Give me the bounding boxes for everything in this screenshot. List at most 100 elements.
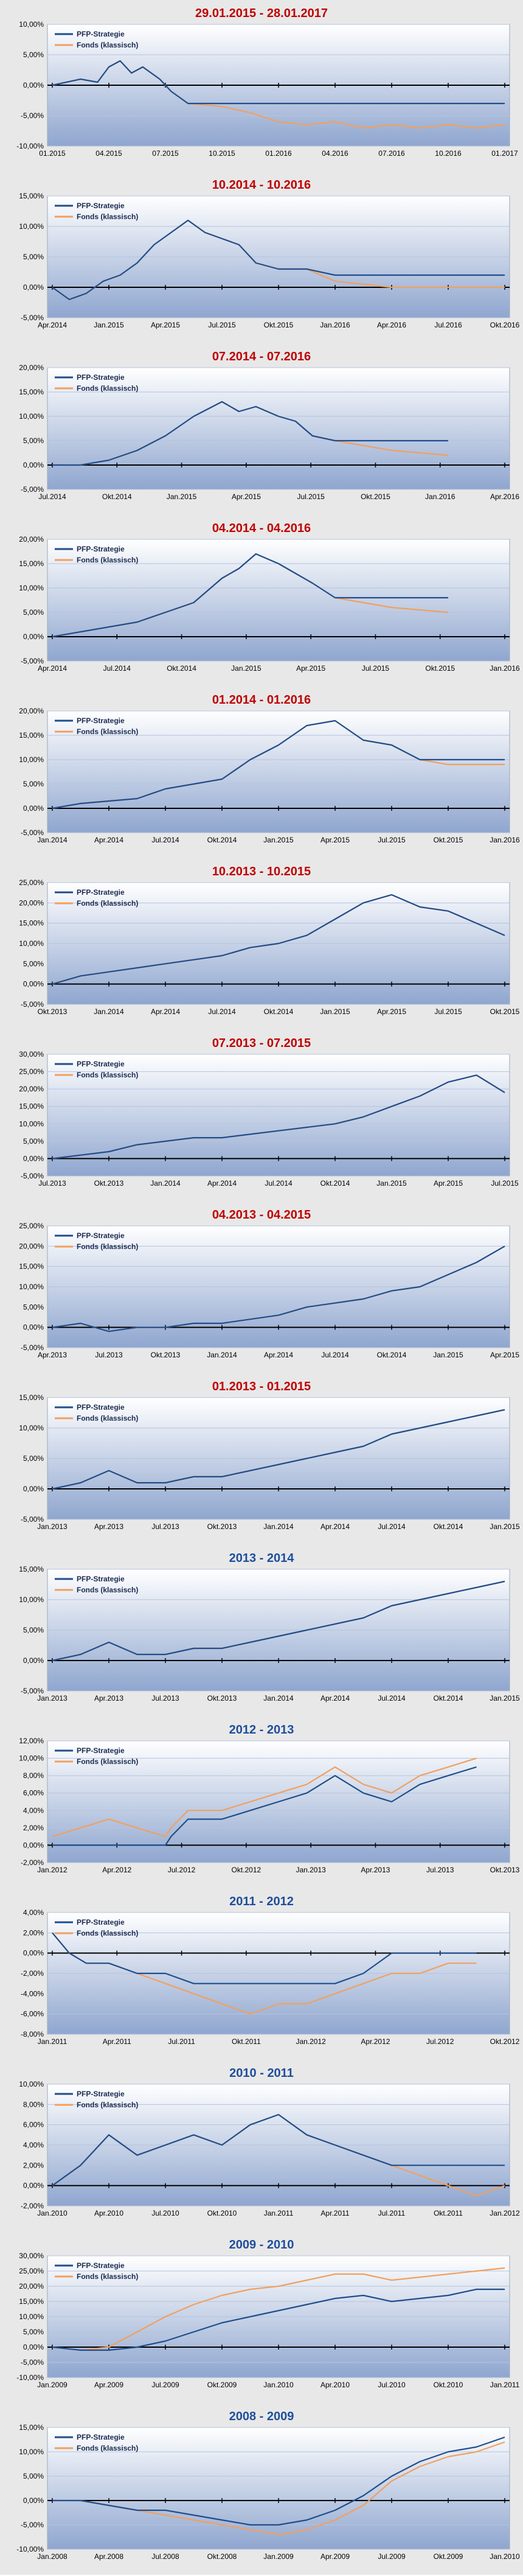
legend-entry-fund: Fonds (klassisch): [77, 1757, 138, 1766]
chart-panel: 10.2013 - 10.2015 25,00% 20,00% 15,00% 10,00…: [0, 858, 523, 1030]
x-tick-label: Apr.2016: [490, 492, 519, 501]
y-tick-label: 6,00%: [23, 2121, 44, 2129]
x-tick-label: Okt.2015: [434, 836, 463, 844]
y-tick-label: 4,00%: [23, 1908, 44, 1917]
x-tick-label: Okt.2014: [377, 1351, 407, 1359]
x-tick-label: Jan.2016: [425, 492, 455, 501]
y-tick-label: 10,00%: [19, 1119, 44, 1128]
x-tick-label: Jul.2011: [168, 2037, 195, 2046]
x-tick-label: Okt.2015: [361, 492, 390, 501]
y-tick-label: 0,00%: [23, 632, 44, 641]
x-tick-label: Apr.2009: [94, 2381, 123, 2389]
x-tick-label: Jan.2014: [150, 1179, 181, 1188]
y-tick-label: 25,00%: [19, 1068, 44, 1076]
y-tick-label: 20,00%: [19, 707, 44, 715]
x-tick-label: Jul.2015: [297, 492, 325, 501]
chart-panel: 2012 - 2013 12,00% 10,00% 8,00% 6,00% 4,00% 2,…: [0, 1717, 523, 1888]
series-line-strategy: [52, 2288, 505, 2351]
series-line-fund: [52, 1757, 477, 1838]
x-tick-label: Apr.2015: [232, 492, 261, 501]
x-tick-label: Jul.2012: [426, 2037, 454, 2046]
y-tick-label: 15,00%: [19, 388, 44, 396]
x-tick-label: Apr.2014: [38, 664, 67, 673]
chart-title: 04.2013 - 04.2015: [212, 1208, 311, 1222]
y-tick-label: 0,00%: [23, 461, 44, 469]
chart-panel: 01.2014 - 01.2016 20,00% 15,00% 10,00% 5,00%…: [0, 687, 523, 858]
x-tick-label: Jan.2016: [490, 664, 520, 673]
y-tick-label: 4,00%: [23, 2141, 44, 2149]
legend-entry-fund: Fonds (klassisch): [77, 1586, 138, 1594]
x-tick-label: Jul.2014: [151, 836, 179, 844]
legend-entry-fund: Fonds (klassisch): [77, 899, 138, 908]
x-tick-label: Apr.2015: [377, 1007, 406, 1016]
y-tick-label: 20,00%: [19, 363, 44, 372]
y-tick-label: 0,00%: [23, 1323, 44, 1332]
x-tick-label: Jul.2015: [491, 1179, 519, 1188]
y-tick-label: 30,00%: [19, 2252, 44, 2260]
legend-entry-strategy: PFP-Strategie: [77, 1403, 125, 1412]
x-tick-label: Okt.2009: [207, 2381, 237, 2389]
legend-entry-strategy: PFP-Strategie: [77, 716, 125, 725]
x-tick-label: Apr.2011: [103, 2037, 131, 2046]
x-tick-label: Jul.2014: [38, 492, 66, 501]
series-line-strategy: [52, 2113, 505, 2186]
legend-entry-fund: Fonds (klassisch): [77, 384, 138, 393]
legend-entry-fund: Fonds (klassisch): [77, 2101, 138, 2109]
y-tick-label: 10,00%: [19, 20, 44, 29]
x-tick-label: Apr.2012: [361, 2037, 390, 2046]
x-tick-label: 01.2017: [491, 149, 518, 158]
y-tick-label: 10,00%: [19, 939, 44, 948]
x-tick-label: Okt.2008: [207, 2552, 237, 2561]
x-tick-label: 07.2015: [152, 149, 179, 158]
x-tick-label: Jan.2013: [37, 1522, 68, 1531]
y-tick-label: 5,00%: [23, 253, 44, 261]
y-tick-label: 15,00%: [19, 2297, 44, 2306]
chart-title: 2008 - 2009: [229, 2410, 294, 2423]
x-tick-label: Jul.2015: [362, 664, 390, 673]
series-line-strategy: [52, 401, 448, 466]
x-tick-label: Apr.2014: [207, 1179, 237, 1188]
x-tick-label: Jan.2011: [490, 2381, 520, 2389]
legend-entry-strategy: PFP-Strategie: [77, 1575, 125, 1583]
chart-title: 29.01.2015 - 28.01.2017: [195, 7, 328, 20]
y-tick-label: -10,00%: [16, 2373, 44, 2382]
series-line-strategy: [52, 1409, 505, 1490]
y-tick-label: -5,00%: [21, 2358, 44, 2367]
y-tick-label: 0,00%: [23, 980, 44, 989]
y-tick-label: 5,00%: [23, 959, 44, 968]
x-tick-label: 04.2016: [322, 149, 348, 158]
x-tick-label: Okt.2015: [425, 664, 455, 673]
y-tick-label: 15,00%: [19, 731, 44, 740]
x-tick-label: Jul.2008: [151, 2552, 179, 2561]
x-tick-label: 01.2016: [265, 149, 292, 158]
y-tick-label: 15,00%: [19, 1565, 44, 1573]
chart-title: 2013 - 2014: [229, 1552, 295, 1565]
chart-panel: 10.2014 - 10.2016 15,00% 10,00% 5,00% 0,00% -…: [0, 172, 523, 343]
legend-entry-fund: Fonds (klassisch): [77, 1071, 138, 1079]
chart-panel: 04.2013 - 04.2015 25,00% 20,00% 15,00% 10,00…: [0, 1202, 523, 1373]
x-tick-label: Apr.2014: [320, 1522, 350, 1531]
legend-entry-fund: Fonds (klassisch): [77, 556, 138, 564]
legend-entry-strategy: PFP-Strategie: [77, 373, 125, 382]
y-tick-label: 5,00%: [23, 2472, 44, 2480]
legend-entry-fund: Fonds (klassisch): [77, 1929, 138, 1937]
y-tick-label: 10,00%: [19, 2448, 44, 2456]
x-tick-label: Okt.2012: [490, 2037, 520, 2046]
x-tick-label: Okt.2014: [167, 664, 196, 673]
plot-area: [47, 367, 510, 490]
y-tick-label: -5,00%: [21, 1343, 44, 1352]
series-line-strategy: [52, 1932, 477, 1984]
x-tick-label: Okt.2015: [490, 1007, 520, 1016]
y-tick-label: 0,00%: [23, 804, 44, 813]
x-tick-label: Jul.2013: [95, 1351, 123, 1359]
x-tick-label: Okt.2013: [151, 1351, 181, 1359]
y-tick-label: -5,00%: [21, 657, 44, 665]
plot-area: [47, 2427, 510, 2550]
y-tick-label: 5,00%: [23, 1303, 44, 1311]
x-tick-label: Jul.2013: [38, 1179, 66, 1188]
y-tick-label: 25,00%: [19, 2267, 44, 2275]
y-tick-label: 25,00%: [19, 878, 44, 887]
y-tick-label: -5,00%: [21, 2521, 44, 2529]
x-tick-label: Jan.2015: [490, 1694, 520, 1703]
